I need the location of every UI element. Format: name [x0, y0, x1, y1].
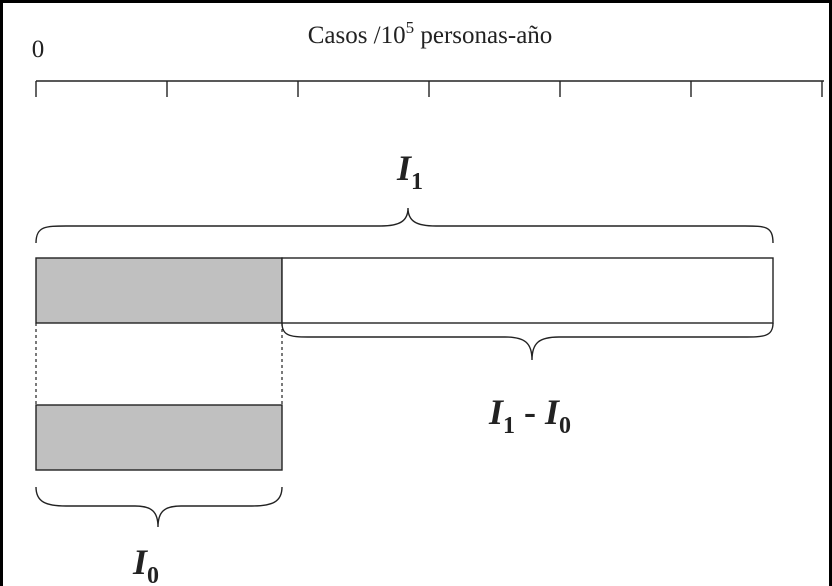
- brace-difference: [281, 322, 774, 361]
- axis-zero-label: 0: [32, 36, 45, 63]
- axis: [35, 80, 824, 97]
- axis-title: Casos /105 personas-año: [308, 18, 553, 49]
- bar-i0: [35, 404, 283, 471]
- axis-title-text: Casos /10: [308, 22, 406, 49]
- brace-i1: [35, 207, 774, 244]
- label-i0-base: I: [132, 542, 149, 582]
- label-difference: I1 - I0: [488, 392, 571, 439]
- label-diff-minus: -: [515, 392, 545, 432]
- axis-title-exponent: 5: [406, 18, 415, 37]
- bar-i1-excess-segment: [281, 257, 774, 324]
- bar-i1-shaded-segment: [35, 257, 283, 324]
- axis-title-tail: personas-año: [414, 22, 552, 49]
- label-diff-base-b: I: [544, 392, 561, 432]
- brace-i0: [35, 486, 283, 528]
- label-diff-sub-a: 1: [503, 413, 515, 439]
- label-diff-base-a: I: [488, 392, 505, 432]
- label-i1-base: I: [396, 148, 413, 188]
- label-i1: I1: [396, 148, 423, 195]
- label-i0: I0: [132, 542, 159, 586]
- label-i0-sub: 0: [147, 563, 159, 586]
- label-i1-sub: 1: [411, 169, 423, 195]
- label-diff-sub-b: 0: [559, 413, 571, 439]
